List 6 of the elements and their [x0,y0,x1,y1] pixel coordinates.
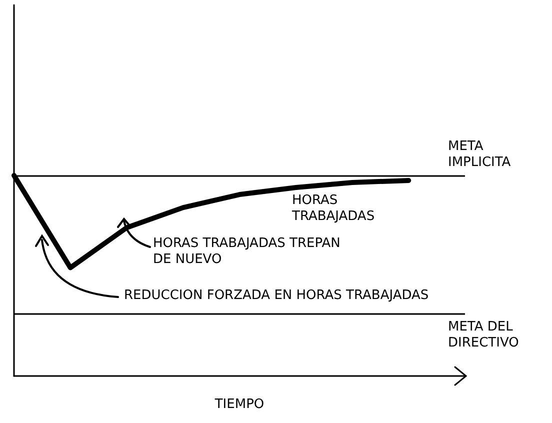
x-axis-title: TIEMPO [214,397,264,412]
annotation: HORAS TRABAJADAS TREPAN DE NUEVO [153,236,342,268]
ref-line-label: META DEL DIRECTIVO [448,319,519,350]
annotation: REDUCCION FORZADA EN HORAS TRABAJADAS [124,288,430,304]
series-label: HORAS TRABAJADAS [292,193,376,225]
ref-line-label: META IMPLICITA [448,138,511,170]
